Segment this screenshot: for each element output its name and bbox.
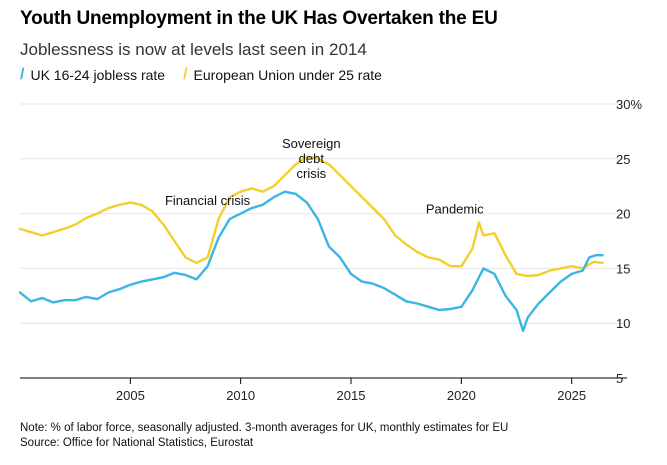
x-tick-label: 2010	[226, 388, 255, 403]
annotation-label: Sovereign debt crisis	[282, 136, 341, 181]
x-tick-label: 2025	[557, 388, 586, 403]
y-tick-label: 5	[616, 371, 623, 386]
annotations: Financial crisis Sovereign debt crisis Pande…	[165, 136, 484, 217]
legend-item-uk: / UK 16-24 jobless rate	[20, 66, 165, 84]
uk-legend-swatch: /	[20, 66, 25, 83]
source-text: Source: Office for National Statistics, …	[20, 437, 254, 449]
y-tick-label: 25	[616, 152, 630, 167]
annotation-label: Financial crisis	[165, 193, 251, 208]
eu-series-line	[18, 155, 604, 278]
eu-legend-swatch: /	[183, 66, 188, 83]
gridlines	[20, 103, 627, 379]
y-axis-ticks: 5 10 15 20 25 30%	[616, 97, 642, 386]
x-tick-label: 2005	[116, 388, 145, 403]
y-tick-label: 20	[616, 207, 630, 222]
uk-legend-label: UK 16-24 jobless rate	[30, 67, 166, 83]
chart-subtitle: Joblessness is now at levels last seen i…	[20, 40, 367, 59]
series-lines	[18, 155, 604, 333]
y-tick-label: 30%	[616, 97, 642, 112]
uk-series-line	[18, 190, 604, 333]
y-tick-label: 15	[616, 261, 630, 276]
footnote: Note: % of labor force, seasonally adjus…	[20, 421, 508, 451]
eu-legend-label: European Union under 25 rate	[193, 67, 382, 83]
x-tick-label: 2020	[447, 388, 476, 403]
y-tick-label: 10	[616, 316, 630, 331]
chart-title: Youth Unemployment in the UK Has Overtak…	[20, 8, 498, 29]
annotation-label: Pandemic	[426, 202, 484, 217]
note-text: Note: % of labor force, seasonally adjus…	[20, 422, 509, 434]
legend: / UK 16-24 jobless rate / European Union…	[20, 66, 382, 84]
x-tick-label: 2015	[337, 388, 366, 403]
legend-item-eu: / European Union under 25 rate	[183, 66, 382, 84]
x-axis-ticks: 2005 2010 2015 2020 2025	[116, 378, 586, 403]
